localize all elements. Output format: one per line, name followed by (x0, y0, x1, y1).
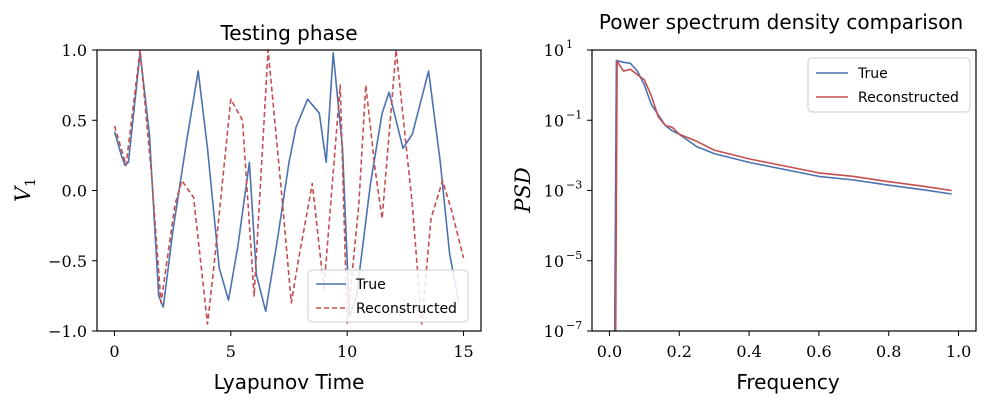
y-tick-label: −0.5 (48, 252, 87, 271)
chart-time-series: Testing phase 0 5 10 15 −1.0 −0.5 0.0 0.5 1.0 L… (11, 21, 482, 394)
x-tick-label: 0.6 (806, 342, 831, 361)
series-line-true (113, 51, 460, 318)
y-tick-label: 10 (544, 252, 564, 271)
legend-label-true: True (355, 277, 386, 293)
svg-text:V1: V1 (11, 178, 39, 202)
y-tick-label: 10 (544, 322, 564, 341)
chart-1-title: Testing phase (219, 21, 357, 45)
y-tick-exponent: −5 (566, 249, 582, 262)
y-tick-label: 1.0 (62, 41, 87, 60)
x-tick-label: 0.0 (597, 342, 622, 361)
y-tick-exponent: −3 (566, 179, 582, 192)
x-tick-label: 0.4 (736, 342, 761, 361)
y-tick-label: 10 (544, 41, 564, 60)
chart-2-x-axis-label: Frequency (736, 370, 839, 394)
chart-2-legend-box (807, 57, 971, 113)
chart-1-y-ticks: −1.0 −0.5 0.0 0.5 1.0 (48, 41, 97, 341)
chart-2-plot-area (613, 59, 952, 332)
legend-label-true: True (857, 66, 888, 82)
x-tick-label: 0 (109, 342, 119, 361)
chart-1-legend-box (307, 269, 469, 323)
legend-label-reconstructed: Reconstructed (356, 301, 457, 317)
chart-1-plot-area (113, 49, 465, 325)
y-tick-label: −1.0 (48, 322, 87, 341)
chart-2-legend: True Reconstructed (807, 57, 971, 113)
chart-2-y-axis-label: PSD (511, 167, 535, 214)
chart-1-legend: True Reconstructed (307, 269, 469, 323)
y-tick-label: 10 (544, 111, 564, 130)
x-tick-label: 5 (226, 342, 236, 361)
chart-1-x-axis-label: Lyapunov Time (214, 370, 365, 394)
y-tick-label: 10 (544, 182, 564, 201)
x-tick-label: 10 (337, 342, 357, 361)
y-tick-exponent: −7 (566, 319, 582, 332)
x-tick-label: 1.0 (946, 342, 971, 361)
series-line-true (613, 59, 952, 332)
y-tick-label: 0.5 (62, 111, 87, 130)
x-tick-label: 0.8 (876, 342, 901, 361)
chart-1-y-axis-label: V1 (11, 178, 39, 202)
series-line-reconstructed (113, 49, 465, 325)
x-tick-label: 0.2 (667, 342, 692, 361)
chart-2-title: Power spectrum density comparison (599, 10, 963, 34)
x-tick-label: 15 (453, 342, 473, 361)
y-axis-subscript: 1 (23, 178, 39, 187)
y-tick-exponent: −1 (566, 108, 582, 121)
chart-psd: Power spectrum density comparison 0.0 0.2… (511, 10, 977, 394)
y-axis-variable: V (11, 185, 35, 202)
series-line-reconstructed (614, 60, 952, 332)
legend-label-reconstructed: Reconstructed (858, 90, 959, 106)
chart-1-x-ticks: 0 5 10 15 (109, 331, 474, 361)
y-tick-exponent: 1 (566, 38, 573, 51)
y-tick-label: 0.0 (62, 182, 87, 201)
chart-2-x-ticks: 0.0 0.2 0.4 0.6 0.8 1.0 (597, 331, 971, 361)
